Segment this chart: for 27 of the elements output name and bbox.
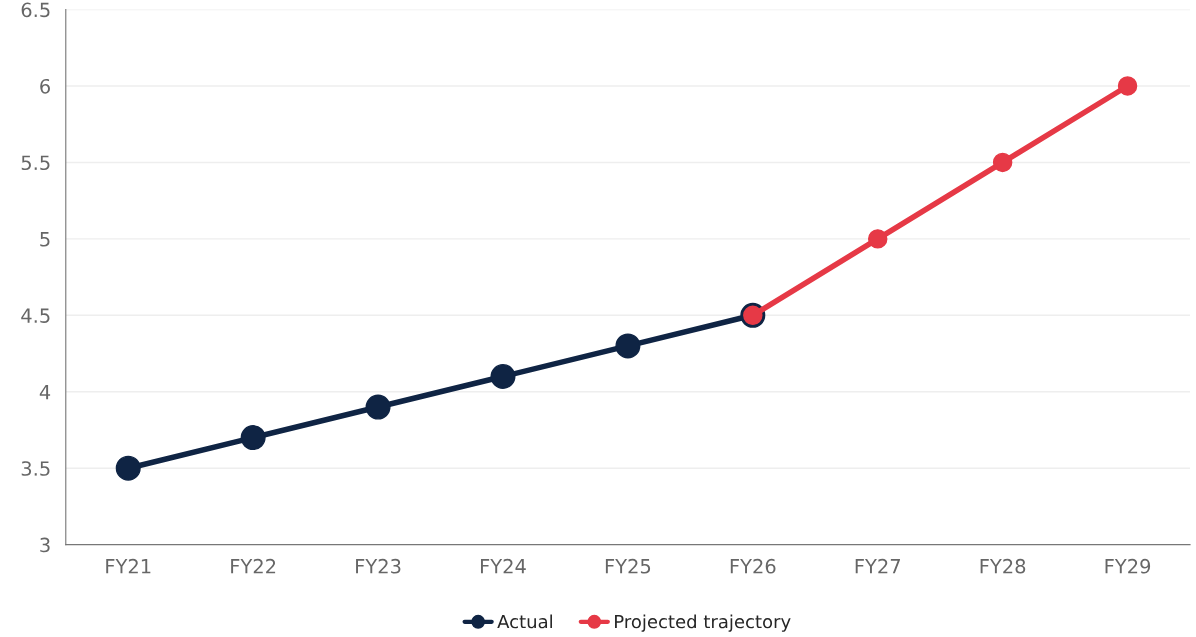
legend-label: Projected trajectory: [615, 614, 791, 632]
point: [365, 394, 391, 420]
y-tick-label: 6.5: [21, 2, 50, 18]
point: [615, 333, 641, 359]
point: [490, 363, 516, 389]
point: [992, 152, 1013, 173]
point: [868, 229, 888, 249]
x-tick-label: FY29: [1105, 558, 1151, 574]
y-tick-label: 3: [40, 537, 50, 553]
legend-label: Actual: [497, 614, 552, 629]
y-tick-label: 6: [40, 78, 50, 94]
y-tick-label: 4: [39, 384, 51, 400]
y-tick-label: 4.5: [21, 308, 50, 323]
x-tick-label: FY27: [855, 558, 900, 574]
point: [115, 455, 141, 481]
x-tick-label: FY28: [980, 558, 1026, 574]
x-tick-label: FY22: [231, 558, 276, 574]
point: [240, 425, 266, 451]
x-tick-label: FY21: [106, 558, 151, 574]
y-tick-label: 5: [40, 232, 50, 247]
x-tick-label: FY26: [730, 558, 776, 574]
x-tick-label: FY23: [356, 558, 401, 574]
y-tick-label: 5.5: [21, 155, 50, 171]
x-tick-label: FY25: [605, 558, 651, 574]
y-tick-label: 3.5: [21, 461, 50, 476]
point: [1117, 76, 1138, 96]
x-tick-label: FY24: [480, 558, 526, 574]
